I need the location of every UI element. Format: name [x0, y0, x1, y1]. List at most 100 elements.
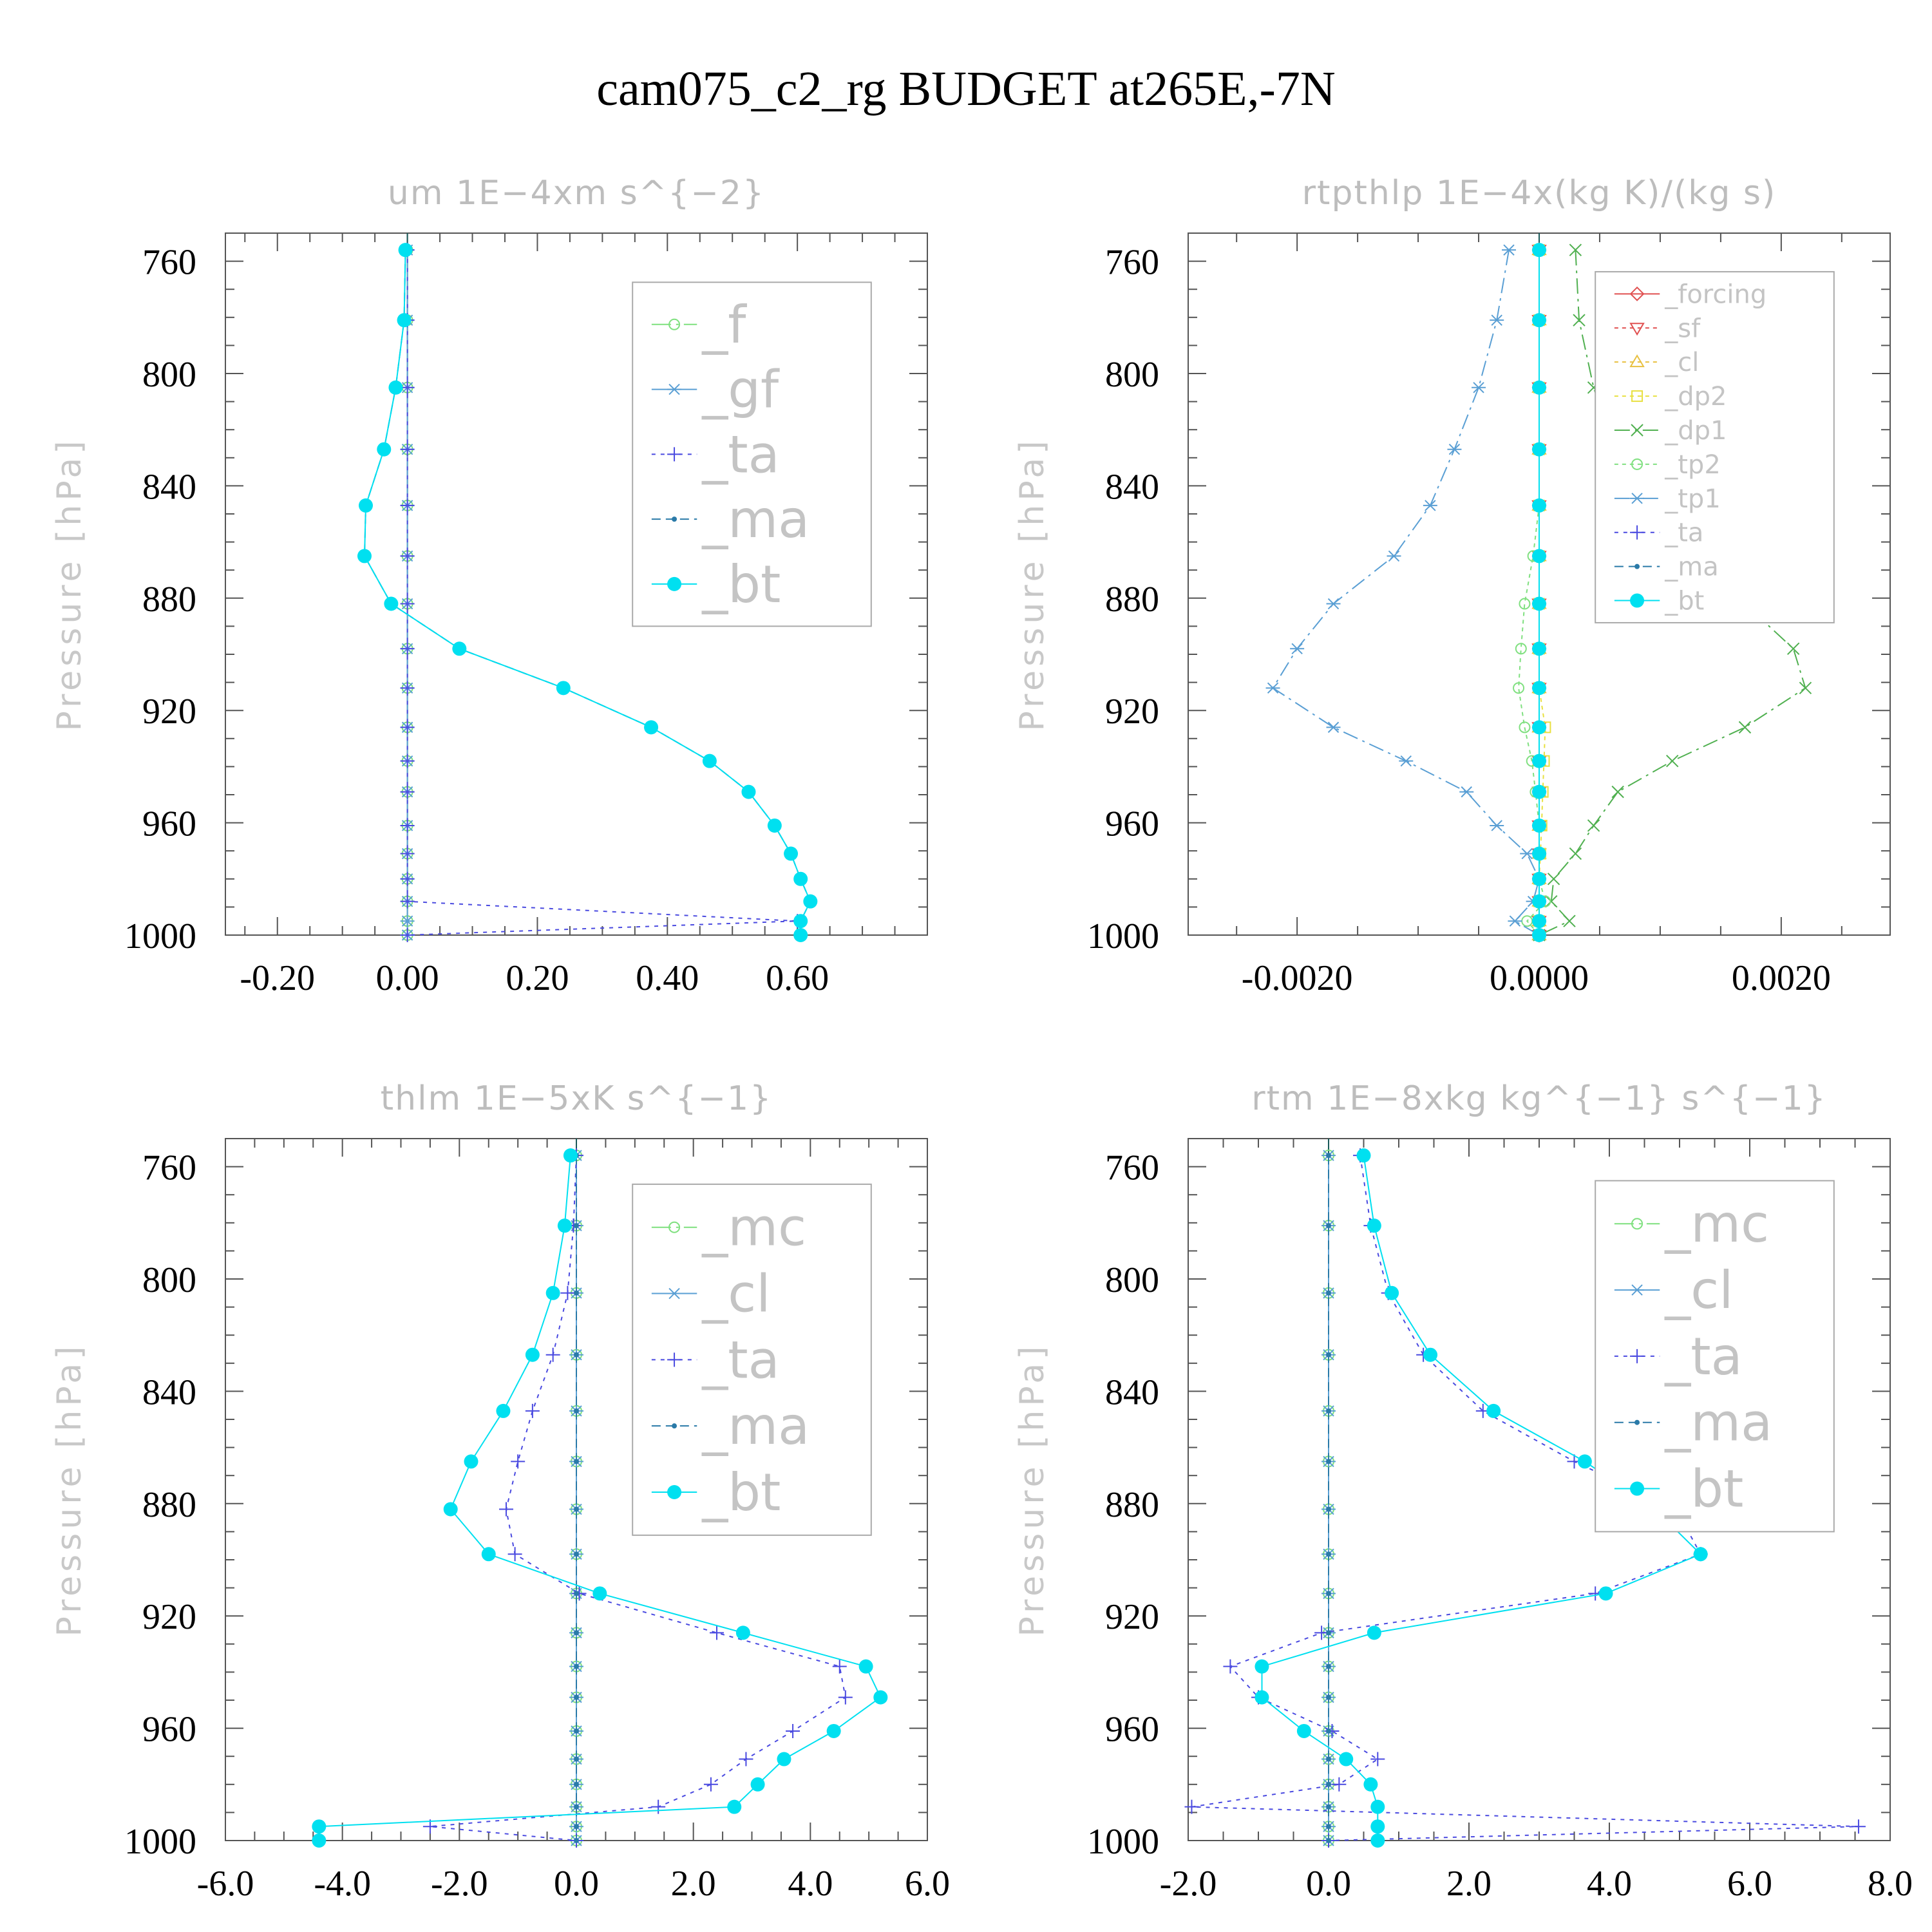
data-point — [574, 1756, 579, 1762]
legend-marker — [1630, 493, 1645, 504]
data-point — [1290, 643, 1305, 654]
data-point — [574, 1663, 579, 1669]
series-bt — [1532, 243, 1546, 942]
data-point — [312, 1819, 327, 1834]
data-point — [1532, 914, 1546, 929]
legend-label: _dp1 — [1664, 416, 1727, 446]
data-point — [1326, 1824, 1331, 1830]
data-point — [1502, 244, 1517, 256]
data-point — [574, 1352, 579, 1358]
data-point — [1326, 1408, 1331, 1414]
y-axis-label: Pressure [hPa] — [50, 437, 89, 732]
legend-label: _ma — [1664, 1393, 1772, 1453]
data-point — [400, 846, 415, 861]
legend-marker — [1631, 424, 1643, 437]
legend-label: _gf — [701, 360, 780, 420]
plot-frame — [225, 232, 928, 936]
series-tp1 — [1265, 244, 1546, 941]
legend: _mc_cl_ta_ma_bt — [1595, 1180, 1835, 1533]
data-point — [1587, 819, 1600, 832]
legend: _mc_cl_ta_ma_bt — [632, 1183, 872, 1536]
y-tick-label: 960 — [1105, 1710, 1159, 1750]
data-point — [1326, 1591, 1331, 1596]
data-point — [1532, 549, 1546, 564]
data-point — [1326, 1804, 1331, 1810]
data-point — [400, 720, 415, 735]
data-point — [1326, 1663, 1331, 1669]
legend-label: _bt — [701, 554, 781, 614]
data-point — [1851, 1819, 1866, 1834]
data-point — [1423, 1347, 1438, 1362]
data-point — [1738, 721, 1752, 734]
legend-marker — [1631, 390, 1643, 402]
legend-label: _sf — [1664, 314, 1701, 343]
legend-label: _tp1 — [1664, 484, 1721, 514]
data-point — [1532, 641, 1546, 656]
y-tick-label: 760 — [1105, 1148, 1159, 1188]
data-point — [1370, 1819, 1385, 1834]
data-point — [1693, 1547, 1708, 1562]
y-tick-label: 840 — [1105, 467, 1159, 507]
data-point — [1569, 847, 1582, 860]
panel-title: thlm 1E−5xK s^{−1} — [381, 1079, 772, 1118]
data-point — [1532, 846, 1546, 861]
data-point — [574, 1630, 579, 1636]
legend-label: _bt — [1664, 1459, 1743, 1519]
data-point — [1520, 848, 1535, 860]
data-point — [1423, 500, 1437, 511]
y-tick-label: 760 — [142, 1148, 196, 1188]
y-axis-label: Pressure [hPa] — [50, 1343, 89, 1637]
x-tick-label: 6.0 — [905, 1864, 950, 1904]
legend-label: _f — [701, 295, 747, 355]
x-tick-label: 0.20 — [506, 958, 569, 998]
main-title: cam075_c2_rg BUDGET at265E,-7N — [596, 62, 1336, 116]
data-point — [777, 1752, 791, 1766]
series-bt — [1255, 1148, 1708, 1848]
x-tick-label: 4.0 — [788, 1864, 833, 1904]
y-tick-label: 760 — [1105, 243, 1159, 283]
y-tick-label: 960 — [1105, 804, 1159, 844]
legend-label: _tp2 — [1664, 450, 1721, 480]
data-point — [1490, 820, 1504, 831]
x-tick-label: 0.00 — [376, 958, 439, 998]
legend-marker — [672, 516, 677, 522]
y-tick-label: 800 — [1105, 1260, 1159, 1300]
data-point — [803, 894, 818, 909]
data-point — [1370, 1799, 1385, 1814]
data-point — [1573, 314, 1586, 327]
data-point — [1326, 721, 1341, 734]
data-point — [496, 1403, 511, 1418]
data-point — [1490, 314, 1504, 326]
y-tick-label: 840 — [142, 467, 196, 507]
data-point — [1472, 382, 1486, 393]
legend-marker — [668, 318, 681, 330]
data-point — [1563, 914, 1576, 927]
y-tick-label: 1000 — [1087, 1822, 1159, 1862]
series-ma — [1326, 1153, 1331, 1843]
data-point — [452, 641, 467, 656]
x-tick-label: -6.0 — [197, 1864, 254, 1904]
data-point — [525, 1403, 540, 1418]
y-tick-label: 800 — [142, 355, 196, 395]
data-point — [826, 1723, 841, 1738]
legend-marker — [1630, 1284, 1645, 1296]
legend-marker — [667, 1485, 682, 1500]
legend-label: _ma — [701, 1396, 810, 1456]
series-bt — [312, 1148, 888, 1848]
data-point — [750, 1777, 765, 1792]
legend-marker — [1634, 564, 1640, 569]
data-point — [1385, 1285, 1399, 1300]
legend-label: _mc — [701, 1198, 806, 1258]
chart-rtpthlp: rtpthlp 1E−4x(kg K)/(kg s) Pressure [hPa]… — [1013, 174, 1891, 998]
legend-label: _cl — [1664, 1260, 1733, 1320]
data-point — [511, 1454, 526, 1469]
legend-marker — [1631, 458, 1643, 470]
data-point — [1367, 1625, 1381, 1640]
data-point — [1532, 313, 1546, 328]
legend: _forcing _sf _cl _dp2 _dp1 _tp2 _tp1 _ta _ma _bt — [1595, 270, 1835, 623]
x-tick-label: 0.0 — [554, 1864, 599, 1904]
data-point — [574, 1290, 579, 1296]
data-point — [1326, 1223, 1331, 1229]
legend-label: _dp2 — [1664, 382, 1727, 412]
